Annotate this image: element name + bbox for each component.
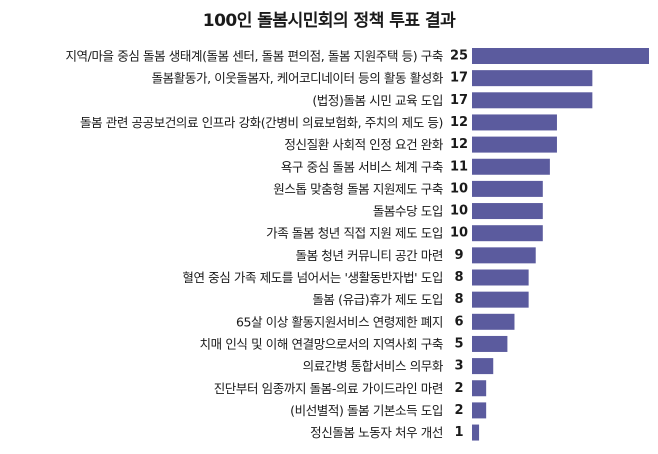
bar xyxy=(472,136,557,153)
bar xyxy=(472,247,536,264)
bar xyxy=(472,335,508,352)
value-label: 10 xyxy=(450,226,468,241)
category-label: 돌봄 청년 커뮤니티 공간 마련 xyxy=(296,248,444,263)
value-label: 12 xyxy=(450,137,468,152)
category-label: 65살 이상 활동지원서비스 연령제한 폐지 xyxy=(236,314,443,329)
category-label: 원스톱 맞춤형 돌봄 지원제도 구축 xyxy=(273,181,443,196)
value-label: 17 xyxy=(450,93,468,108)
bars xyxy=(472,48,649,441)
bar xyxy=(472,380,487,397)
bar xyxy=(472,225,543,242)
bar xyxy=(472,269,529,286)
bar xyxy=(472,114,557,131)
bar xyxy=(472,402,487,419)
value-label: 3 xyxy=(454,359,463,374)
value-label: 10 xyxy=(450,204,468,219)
category-label: (비선별적) 돌봄 기본소득 도입 xyxy=(290,403,443,418)
bar xyxy=(472,70,593,87)
value-label: 5 xyxy=(454,336,463,351)
value-label: 1 xyxy=(454,425,463,440)
bar xyxy=(472,313,515,330)
value-label: 11 xyxy=(450,159,468,174)
value-label: 25 xyxy=(450,49,468,64)
category-label: 정신돌봄 노동자 처우 개선 xyxy=(310,425,443,440)
value-label: 10 xyxy=(450,181,468,196)
category-label: 혈연 중심 가족 제도를 넘어서는 '생활동반자법' 도입 xyxy=(182,270,443,285)
value-label: 17 xyxy=(450,71,468,86)
value-label: 8 xyxy=(454,270,463,285)
category-label: 치매 인식 및 이해 연결망으로서의 지역사회 구축 xyxy=(200,336,443,351)
category-label: 정신질환 사회적 인정 요건 완화 xyxy=(284,137,443,152)
category-label: (법정)돌봄 시민 교육 도입 xyxy=(312,93,443,108)
category-label: 지역/마을 중심 돌봄 생태계(돌봄 센터, 돌봄 편의점, 돌봄 지원주택 등… xyxy=(65,49,443,64)
category-labels: 지역/마을 중심 돌봄 생태계(돌봄 센터, 돌봄 편의점, 돌봄 지원주택 등… xyxy=(65,49,444,441)
category-label: 돌봄활동가, 이웃돌봄자, 케어코디네이터 등의 활동 활성화 xyxy=(152,71,444,86)
value-label: 2 xyxy=(454,381,463,396)
bar xyxy=(472,358,494,375)
category-label: 돌봄 관련 공공보건의료 인프라 강화(간병비 의료보험화, 주치의 제도 등) xyxy=(80,115,443,130)
value-labels: 25 17 17 12 12 11 10 10 10 9 8 8 6 5 3 2 2 1 xyxy=(450,49,468,441)
category-label: 욕구 중심 돌봄 서비스 체계 구축 xyxy=(281,159,443,174)
value-label: 8 xyxy=(454,292,463,307)
value-label: 6 xyxy=(454,314,463,329)
bar xyxy=(472,424,480,441)
bar xyxy=(472,92,593,109)
category-label: 돌봄수당 도입 xyxy=(373,204,443,219)
bar xyxy=(472,180,543,197)
value-label: 12 xyxy=(450,115,468,130)
value-label: 9 xyxy=(454,248,463,263)
bar xyxy=(472,48,649,64)
category-label: 돌봄 (유급)휴가 제도 도입 xyxy=(312,292,443,307)
bar xyxy=(472,203,543,220)
value-label: 2 xyxy=(454,403,463,418)
category-label: 가족 돌봄 청년 직접 지원 제도 도입 xyxy=(266,226,443,241)
bar xyxy=(472,291,529,308)
category-label: 진단부터 임종까지 돌봄-의료 가이드라인 마련 xyxy=(214,381,443,396)
bar xyxy=(472,158,550,175)
category-label: 의료간병 통합서비스 의무화 xyxy=(303,359,444,374)
chart-title: 100인 돌봄시민회의 정책 투표 결과 xyxy=(202,11,456,31)
